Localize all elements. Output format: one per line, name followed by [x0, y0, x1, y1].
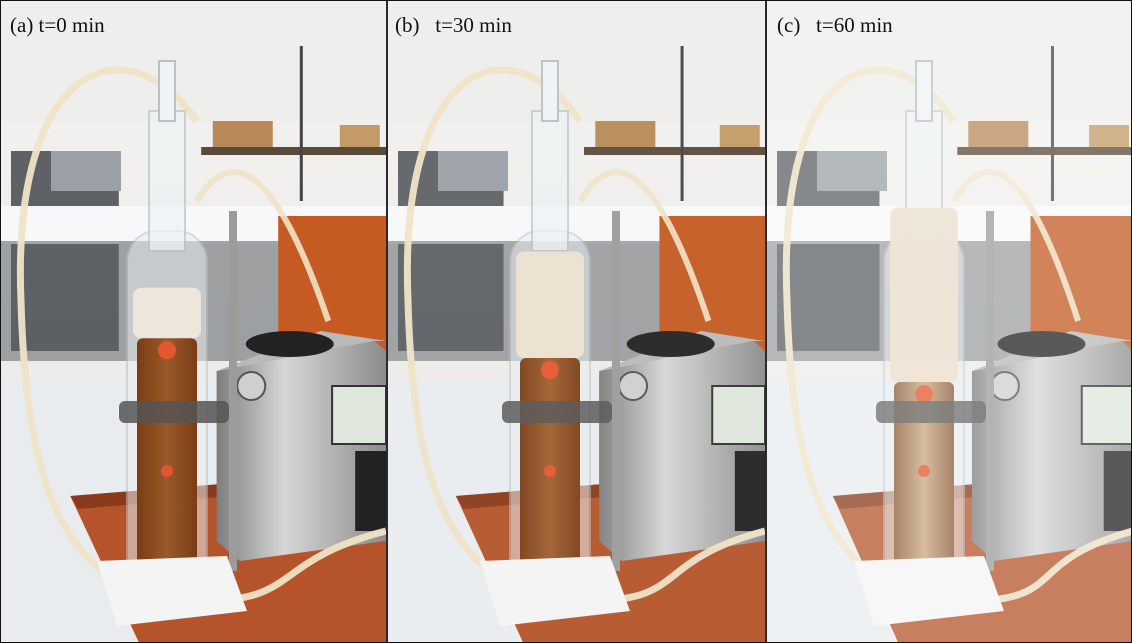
panel-divider — [765, 1, 767, 642]
panel-a-label: (a) t=0 min — [10, 13, 105, 37]
panel-c-photo — [767, 1, 1131, 642]
panel-divider — [386, 1, 388, 642]
panel-b-photo — [388, 1, 765, 642]
panel-a-photo — [1, 1, 386, 642]
panel-c-label: (c) t=60 min — [777, 13, 893, 37]
panel-b-label: (b) t=30 min — [395, 13, 512, 37]
